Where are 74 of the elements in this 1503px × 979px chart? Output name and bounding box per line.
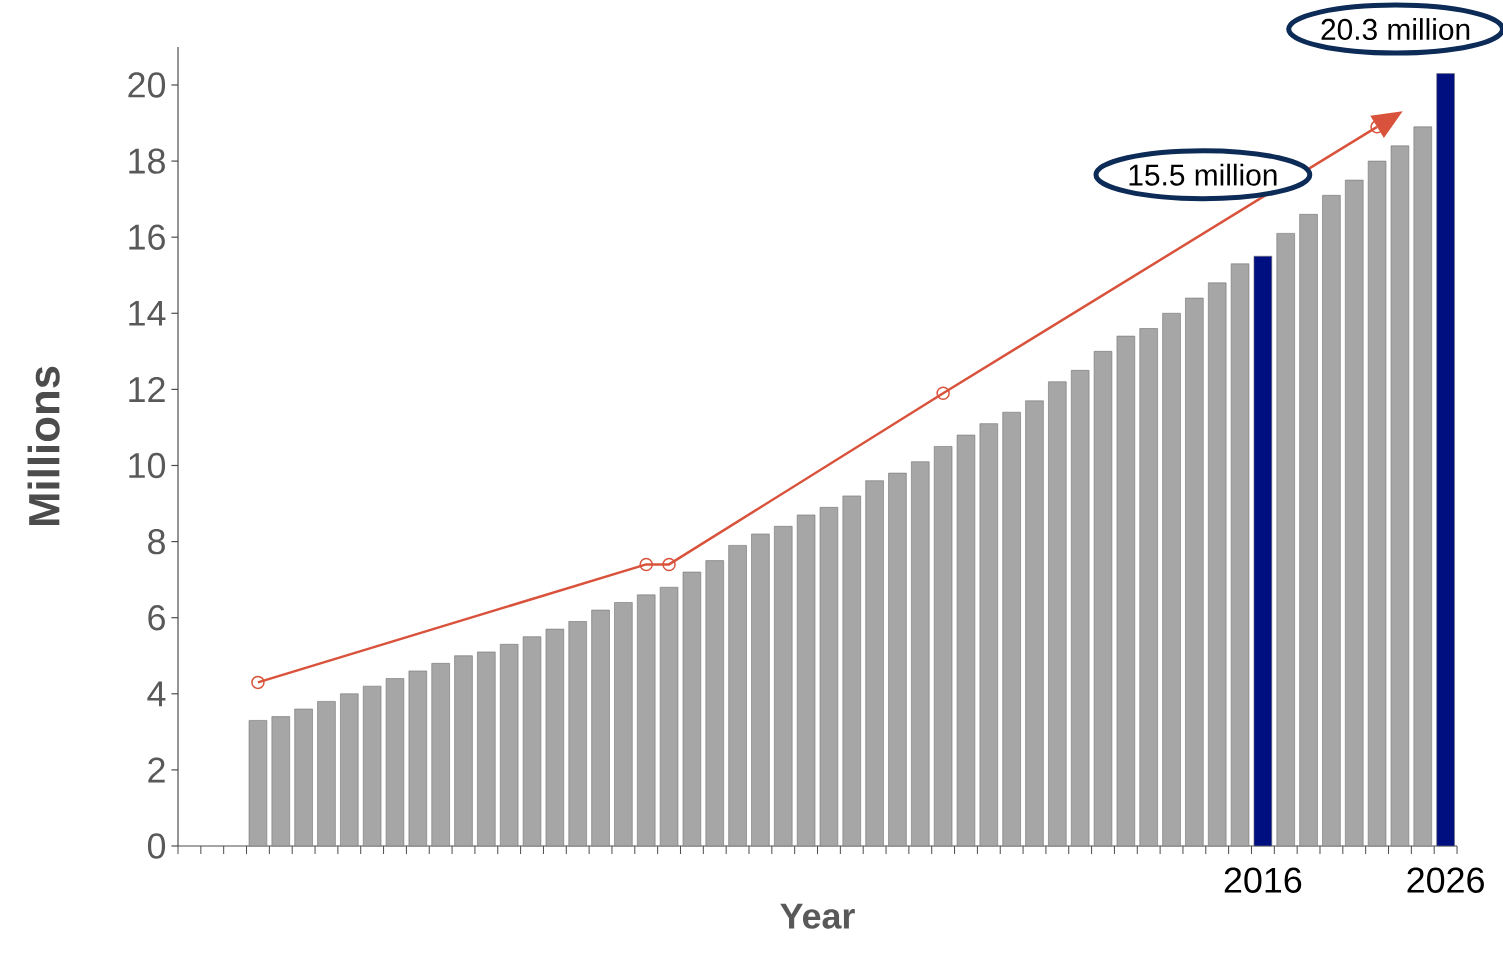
bar [522,636,542,847]
y-tick-label: 14 [129,300,166,326]
bar [682,571,702,847]
y-tick-label: 6 [148,605,165,631]
bar [751,533,770,847]
bar [477,651,496,847]
point [936,386,950,400]
y-tick-label: 8 [148,528,165,555]
y-tick-label: 18 [129,148,165,174]
bar [1436,73,1455,847]
bar [294,708,313,847]
bar [911,461,930,847]
bar [317,701,336,847]
y-tick-label: 4 [147,681,166,707]
bar [796,514,816,847]
bar [1413,126,1432,847]
bar [1139,328,1158,847]
bar [568,621,587,847]
bar [933,446,953,847]
bar [774,526,793,847]
y-tick-label: 16 [129,224,165,250]
bar [728,545,747,847]
bar [1185,297,1204,847]
bar [705,560,724,847]
bar [1253,255,1273,847]
bar [1048,381,1067,847]
bar [888,472,907,847]
bar [499,644,519,847]
y-tick-label: 0 [147,833,166,859]
x-tick-label: 2026 [1407,867,1484,893]
bar [819,507,839,847]
bar [1390,145,1410,847]
bar [1367,160,1387,847]
y-axis-title: Millions [27,366,60,526]
bar [385,678,405,847]
bar [1093,351,1113,847]
bar [248,720,268,847]
y-tick-label: 2 [148,757,165,783]
bar [454,655,473,847]
bar [979,423,999,847]
bar [842,495,861,847]
point [662,557,676,572]
bar [1116,335,1136,847]
bar [659,586,679,847]
bar [1322,195,1341,847]
bar [431,663,450,847]
bar [408,670,428,847]
y-tick-label: 10 [129,452,166,479]
bar [1002,411,1021,847]
bar [591,609,610,847]
bar [362,685,382,847]
annotation: 20.3 million [1321,18,1470,41]
bar [956,434,976,847]
bar [340,693,359,847]
y-tick-label: 20 [128,72,166,98]
bar [1025,400,1044,847]
bar [1162,312,1181,847]
bar [1276,233,1295,847]
bar [545,628,565,847]
bar [1208,282,1227,847]
bar [1230,263,1250,847]
bar [865,480,884,847]
point [251,675,265,690]
bar [1070,370,1090,847]
bar [614,602,633,847]
y-tick-label: 12 [129,376,165,402]
bar [1299,214,1318,847]
x-tick-label: 2016 [1224,867,1302,893]
point [639,557,653,572]
bar [271,716,290,847]
x-axis-title: Year [780,903,855,929]
bar [637,594,656,847]
annotation: 15.5 million [1129,163,1277,186]
bar [1345,179,1364,847]
